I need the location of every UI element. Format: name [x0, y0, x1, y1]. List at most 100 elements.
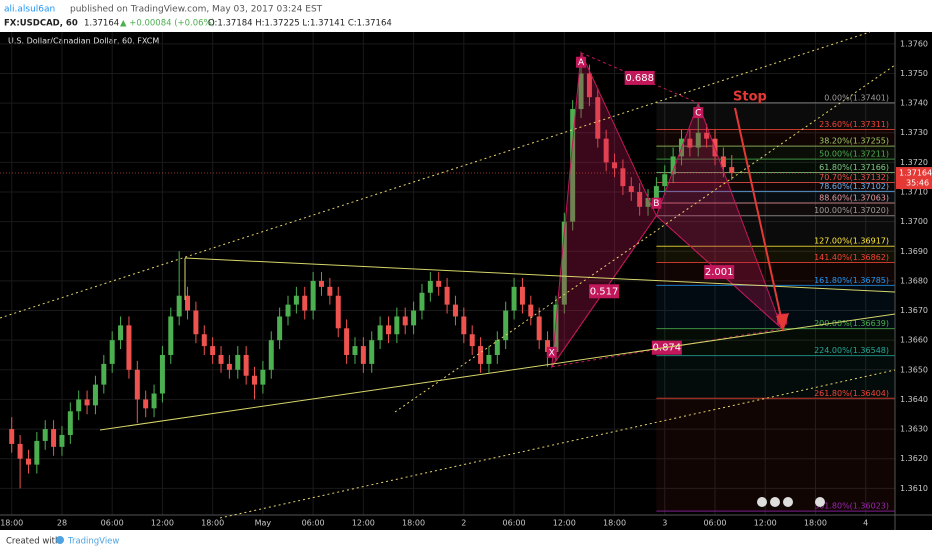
- pattern-point-box: [693, 107, 704, 119]
- x-tick-label: 12:00: [352, 519, 375, 528]
- candle-body: [612, 162, 618, 169]
- symbol: FX:USDCAD, 60: [4, 19, 78, 29]
- x-tick-label: 2: [461, 519, 466, 528]
- candle-body: [25, 458, 31, 465]
- footer-bg: [0, 530, 932, 550]
- event-icon[interactable]: [757, 497, 767, 507]
- annotation: Stop: [733, 90, 767, 105]
- candle-body: [628, 186, 634, 193]
- candle-body: [494, 340, 500, 355]
- pattern-point-box: [546, 346, 557, 358]
- triangle-upper: [184, 257, 896, 293]
- candle-body: [143, 399, 149, 409]
- candle-body: [76, 399, 82, 412]
- candle-body: [511, 286, 517, 311]
- last-price-box: [896, 167, 932, 190]
- x-tick-label: 12:00: [553, 519, 576, 528]
- candle-body: [394, 316, 400, 335]
- x-tick-label: 12:00: [754, 519, 777, 528]
- candle-body: [327, 286, 333, 296]
- footer-brand[interactable]: TradingView: [67, 537, 119, 547]
- ratio-box: [704, 265, 735, 280]
- fib-label: 70.70%(1.37132): [819, 173, 889, 182]
- pattern-point-box: [651, 197, 662, 209]
- ratio-box: [624, 70, 655, 85]
- event-icon[interactable]: [815, 497, 825, 507]
- event-icon[interactable]: [770, 497, 780, 507]
- candle-body: [662, 174, 668, 187]
- pattern-point-label: X: [549, 348, 555, 358]
- candle-body: [302, 295, 308, 311]
- x-tick-label: May: [255, 519, 272, 528]
- fib-zone: [656, 215, 895, 247]
- candle-body: [528, 304, 534, 317]
- candle-body: [411, 310, 417, 326]
- event-icon[interactable]: [783, 497, 793, 507]
- x-tick-label: 4: [863, 519, 868, 528]
- candle-body: [687, 138, 693, 148]
- fib-label: 0.00%(1.37401): [824, 93, 889, 102]
- candle-body: [427, 280, 433, 293]
- fib-label: 127.00%(1.36917): [814, 237, 889, 246]
- fib-zone: [656, 172, 895, 183]
- header-bg: [0, 0, 932, 32]
- y-tick-label: 1.3660: [900, 336, 928, 345]
- candle-body: [385, 325, 391, 335]
- candle-body: [570, 109, 576, 222]
- fib-label: 88.60%(1.37063): [819, 193, 889, 202]
- countdown: 35:46: [906, 179, 929, 188]
- fib-zone: [656, 191, 895, 203]
- candle-body: [486, 354, 492, 364]
- fib-zone: [656, 328, 895, 356]
- candle-body: [185, 295, 191, 311]
- x-tick-label: 06:00: [503, 519, 526, 528]
- x-tick-label: 06:00: [703, 519, 726, 528]
- y-tick-label: 1.3730: [900, 128, 928, 137]
- candle-body: [92, 384, 98, 406]
- fib-label: 38.20%(1.37255): [819, 137, 889, 146]
- candle-body: [419, 292, 425, 311]
- candle-body: [369, 340, 375, 364]
- candle-body: [620, 168, 626, 187]
- fib-label: 78.60%(1.37102): [819, 182, 889, 191]
- y-tick-label: 1.3640: [900, 395, 928, 404]
- candle-body: [595, 97, 601, 139]
- last-price: 1.37164: [84, 19, 119, 29]
- candle-body: [293, 295, 299, 305]
- fib-label: 50.00%(1.37211): [819, 150, 889, 159]
- fib-zone: [656, 159, 895, 173]
- candle-body: [452, 304, 458, 317]
- triangle-lower: [99, 313, 896, 431]
- candle-body: [310, 280, 316, 311]
- candle-body: [729, 167, 735, 174]
- candle-body: [260, 369, 266, 385]
- candle-body: [704, 132, 710, 139]
- candle-body: [9, 429, 15, 444]
- y-tick-label: 1.3740: [900, 99, 928, 108]
- last-price-label: 1.37164: [899, 169, 932, 178]
- candle-body: [168, 316, 174, 355]
- candle-body: [637, 192, 643, 207]
- candle-body: [645, 197, 651, 207]
- y-tick-label: 1.3720: [900, 158, 928, 167]
- candle-body: [344, 328, 350, 355]
- candle-body: [193, 310, 199, 335]
- fib-label: 61.80%(1.37166): [819, 163, 889, 172]
- candle-body: [277, 316, 283, 341]
- candle-body: [210, 346, 216, 355]
- candle-body: [536, 316, 542, 341]
- candle-body: [118, 325, 124, 341]
- candle-body: [285, 304, 291, 317]
- chart-title: U.S. Dollar/Canadian Dollar, 60, FXCM: [8, 37, 159, 46]
- stop-arrow: [734, 107, 783, 323]
- author[interactable]: ali.alsul6an: [4, 5, 55, 15]
- pattern-point-label: A: [578, 58, 585, 68]
- y-tick-label: 1.3680: [900, 276, 928, 285]
- candle-body: [151, 393, 157, 409]
- x-tick-label: 18:00: [603, 519, 626, 528]
- ratio-box: [589, 284, 620, 299]
- candle-body: [126, 325, 132, 370]
- candle-body: [360, 346, 366, 364]
- y-tick-label: 1.3610: [900, 484, 928, 493]
